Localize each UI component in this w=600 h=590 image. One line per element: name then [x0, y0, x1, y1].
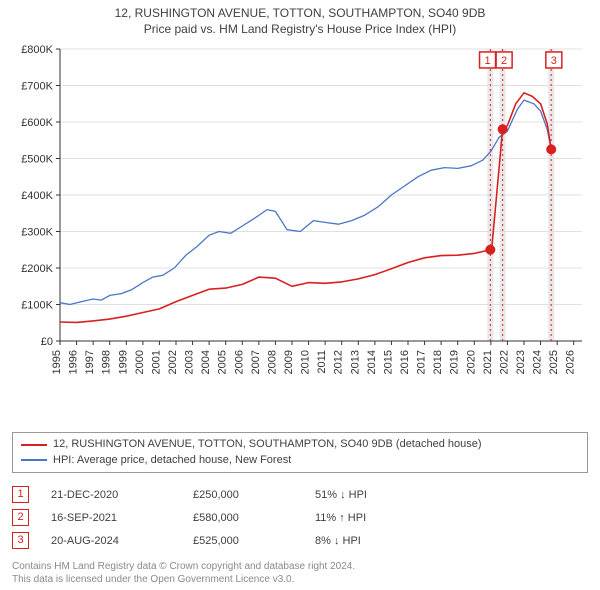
title-line-1: 12, RUSHINGTON AVENUE, TOTTON, SOUTHAMPT…: [8, 6, 592, 22]
tick-label-x: 1998: [101, 350, 113, 374]
tick-label-x: 2010: [300, 350, 312, 374]
tick-label-x: 2024: [532, 350, 544, 374]
event-price: £525,000: [193, 535, 293, 547]
tick-label-x: 2004: [200, 350, 212, 374]
legend-row: 12, RUSHINGTON AVENUE, TOTTON, SOUTHAMPT…: [21, 437, 579, 452]
event-number-label: 2: [501, 55, 507, 67]
tick-label-y: £400K: [21, 190, 53, 202]
footer-line-2: This data is licensed under the Open Gov…: [12, 573, 588, 586]
tick-label-y: £700K: [21, 81, 53, 93]
tick-label-x: 2014: [366, 350, 378, 374]
event-date: 20-AUG-2024: [51, 535, 171, 547]
event-number-label: 3: [551, 55, 557, 67]
tick-label-x: 2012: [333, 350, 345, 374]
tick-label-x: 2006: [233, 350, 245, 374]
tick-label-y: £0: [41, 336, 53, 348]
event-row: 2 16-SEP-2021 £580,000 11% ↑ HPI: [12, 506, 588, 529]
tick-label-x: 2005: [217, 350, 229, 374]
event-delta: 11% ↑ HPI: [315, 512, 366, 524]
footer-line-1: Contains HM Land Registry data © Crown c…: [12, 560, 588, 573]
tick-label-x: 1996: [68, 350, 80, 374]
tick-label-x: 2001: [150, 350, 162, 374]
tick-label-x: 2003: [184, 350, 196, 374]
event-table: 1 21-DEC-2020 £250,000 51% ↓ HPI 2 16-SEP-202…: [12, 483, 588, 552]
legend-box: 12, RUSHINGTON AVENUE, TOTTON, SOUTHAMPT…: [12, 432, 588, 473]
event-number-label: 1: [484, 55, 490, 67]
tick-label-x: 2002: [167, 350, 179, 374]
tick-label-y: £300K: [21, 227, 53, 239]
event-delta: 51% ↓ HPI: [315, 489, 367, 501]
event-date: 16-SEP-2021: [51, 512, 171, 524]
event-row: 3 20-AUG-2024 £525,000 8% ↓ HPI: [12, 529, 588, 552]
tick-label-x: 2019: [449, 350, 461, 374]
event-row: 1 21-DEC-2020 £250,000 51% ↓ HPI: [12, 483, 588, 506]
tick-label-y: £100K: [21, 300, 53, 312]
legend-swatch: [21, 459, 47, 461]
tick-label-x: 2015: [382, 350, 394, 374]
footer-attribution: Contains HM Land Registry data © Crown c…: [12, 560, 588, 586]
legend-label: 12, RUSHINGTON AVENUE, TOTTON, SOUTHAMPT…: [53, 437, 482, 452]
legend-swatch: [21, 444, 47, 446]
event-dot: [485, 245, 495, 255]
tick-label-x: 1995: [51, 350, 63, 374]
chart-title: 12, RUSHINGTON AVENUE, TOTTON, SOUTHAMPT…: [8, 6, 592, 37]
tick-label-x: 1997: [84, 350, 96, 374]
event-dot: [546, 145, 556, 155]
tick-label-x: 1999: [117, 350, 129, 374]
chart-area: £0 £100K £200K £300K £400K £500K £600K £700K £80…: [8, 41, 592, 424]
tick-label-y: £600K: [21, 117, 53, 129]
event-number-box: 3: [12, 532, 29, 549]
tick-label-x: 2025: [548, 350, 560, 374]
tick-label-x: 2000: [134, 350, 146, 374]
tick-label-x: 2017: [416, 350, 428, 374]
tick-label-y: £500K: [21, 154, 53, 166]
event-number-box: 1: [12, 486, 29, 503]
tick-label-x: 2008: [266, 350, 278, 374]
tick-label-x: 2018: [432, 350, 444, 374]
tick-label-x: 2013: [349, 350, 361, 374]
event-date: 21-DEC-2020: [51, 489, 171, 501]
tick-label-x: 2007: [250, 350, 262, 374]
tick-label-x: 2021: [482, 350, 494, 374]
tick-label-x: 2022: [498, 350, 510, 374]
legend-row: HPI: Average price, detached house, New …: [21, 453, 579, 468]
tick-label-x: 2026: [565, 350, 577, 374]
tick-label-y: £800K: [21, 44, 53, 56]
event-price: £250,000: [193, 489, 293, 501]
event-price: £580,000: [193, 512, 293, 524]
event-dot: [498, 124, 508, 134]
tick-label-x: 2011: [316, 350, 328, 374]
tick-label-y: £200K: [21, 263, 53, 275]
event-delta: 8% ↓ HPI: [315, 535, 361, 547]
title-line-2: Price paid vs. HM Land Registry's House …: [8, 22, 592, 38]
tick-label-x: 2023: [515, 350, 527, 374]
chart-svg: £0 £100K £200K £300K £400K £500K £600K £700K £80…: [8, 41, 592, 389]
legend-label: HPI: Average price, detached house, New …: [53, 453, 291, 468]
tick-label-x: 2020: [465, 350, 477, 374]
tick-label-x: 2016: [399, 350, 411, 374]
tick-label-x: 2009: [283, 350, 295, 374]
event-number-box: 2: [12, 509, 29, 526]
